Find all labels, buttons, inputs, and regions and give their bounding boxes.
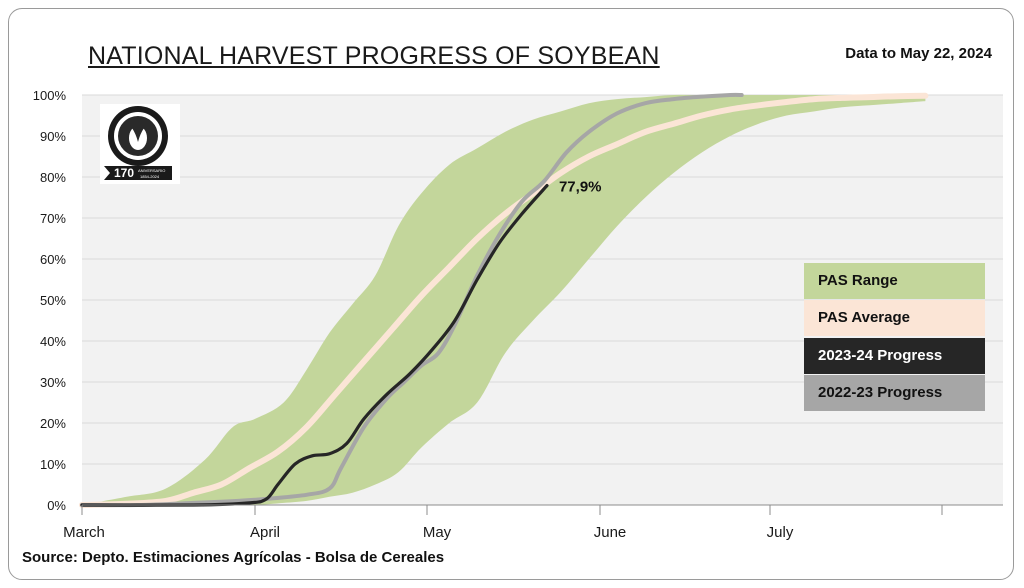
x-tick-label: July <box>767 524 794 541</box>
legend-item-pas-range: PAS Range <box>804 263 985 299</box>
date-note: Data to May 22, 2024 <box>845 45 992 62</box>
legend-item-2023-24-progress: 2023-24 Progress <box>804 338 985 374</box>
y-tick-label: 50% <box>40 293 66 308</box>
y-tick-label: 100% <box>33 88 67 103</box>
logo-span: 1854-2024 <box>140 174 160 179</box>
series-pas-range-band <box>82 94 926 506</box>
y-tick-label: 70% <box>40 211 66 226</box>
legend-item-2022-23-progress: 2022-23 Progress <box>804 375 985 411</box>
y-tick-label: 30% <box>40 375 66 390</box>
legend-item-pas-average: PAS Average <box>804 300 985 336</box>
last-value-label: 77,9% <box>559 179 602 196</box>
y-tick-label: 90% <box>40 129 66 144</box>
series-2023-24-progress-line <box>80 184 549 507</box>
y-axis: 0% 10% 20% 30% 40% 50% 60% 70% 80% 90% 100% <box>33 88 67 513</box>
series-layer <box>79 92 929 508</box>
x-tick-label: April <box>250 524 280 541</box>
bolsa-de-cereales-logo: 170 ANIVERSARIO 1854-2024 <box>100 104 180 184</box>
series-2022-23-progress-line <box>80 92 744 508</box>
legend-label: 2022-23 Progress <box>818 384 943 401</box>
logo-tagline: ANIVERSARIO <box>138 168 165 173</box>
x-tick-label: June <box>594 524 627 541</box>
y-tick-label: 20% <box>40 416 66 431</box>
x-tick-label: May <box>423 524 452 541</box>
legend-label: PAS Range <box>818 272 898 289</box>
source-note: Source: Depto. Estimaciones Agrícolas - … <box>22 549 445 566</box>
legend-label: PAS Average <box>818 309 910 326</box>
y-tick-label: 40% <box>40 334 66 349</box>
x-axis: March April May June July <box>63 504 1003 541</box>
y-tick-label: 60% <box>40 252 66 267</box>
chart-title: NATIONAL HARVEST PROGRESS OF SOYBEAN <box>88 42 660 70</box>
legend-label: 2023-24 Progress <box>818 347 943 364</box>
x-tick-label: March <box>63 524 105 541</box>
y-tick-label: 10% <box>40 457 66 472</box>
y-tick-label: 80% <box>40 170 66 185</box>
logo-years: 170 <box>114 166 134 180</box>
y-tick-label: 0% <box>47 498 66 513</box>
